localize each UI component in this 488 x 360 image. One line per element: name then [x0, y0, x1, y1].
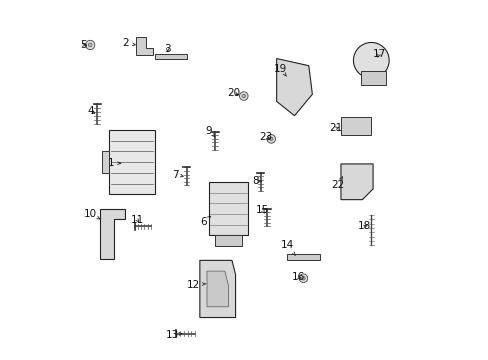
Text: 5: 5 — [80, 40, 86, 50]
Polygon shape — [340, 164, 372, 200]
Text: 19: 19 — [273, 64, 286, 76]
Circle shape — [239, 92, 247, 100]
Text: 17: 17 — [372, 49, 385, 59]
Circle shape — [85, 40, 95, 50]
Text: 15: 15 — [255, 205, 268, 215]
FancyBboxPatch shape — [340, 117, 370, 135]
Text: 23: 23 — [259, 132, 272, 142]
Text: 9: 9 — [205, 126, 214, 137]
Circle shape — [299, 274, 307, 283]
Text: 13: 13 — [165, 330, 182, 340]
Text: 2: 2 — [122, 38, 135, 48]
Polygon shape — [100, 208, 124, 258]
Circle shape — [301, 276, 305, 280]
Text: 22: 22 — [331, 177, 344, 190]
FancyBboxPatch shape — [102, 152, 108, 173]
FancyBboxPatch shape — [208, 182, 247, 235]
Text: 11: 11 — [130, 215, 143, 225]
Polygon shape — [206, 271, 228, 307]
Text: 16: 16 — [291, 272, 304, 282]
Text: 8: 8 — [251, 176, 261, 186]
Text: 1: 1 — [108, 158, 121, 168]
Text: 10: 10 — [83, 209, 100, 219]
Text: 3: 3 — [164, 44, 171, 54]
Text: 14: 14 — [280, 240, 295, 255]
Circle shape — [353, 42, 388, 78]
Circle shape — [88, 43, 92, 47]
FancyBboxPatch shape — [287, 254, 319, 260]
Text: 6: 6 — [200, 216, 210, 227]
Polygon shape — [200, 260, 235, 318]
Polygon shape — [276, 59, 312, 116]
Text: 20: 20 — [227, 88, 240, 98]
Text: 7: 7 — [172, 170, 183, 180]
Text: 18: 18 — [357, 221, 370, 231]
FancyBboxPatch shape — [108, 130, 155, 194]
FancyBboxPatch shape — [360, 71, 385, 85]
FancyBboxPatch shape — [215, 235, 241, 246]
Text: 12: 12 — [187, 280, 205, 290]
Circle shape — [242, 94, 245, 98]
Polygon shape — [135, 37, 153, 55]
Circle shape — [269, 137, 272, 141]
Text: 4: 4 — [87, 106, 95, 116]
FancyBboxPatch shape — [155, 54, 187, 59]
Text: 21: 21 — [329, 123, 342, 133]
Circle shape — [266, 135, 275, 143]
